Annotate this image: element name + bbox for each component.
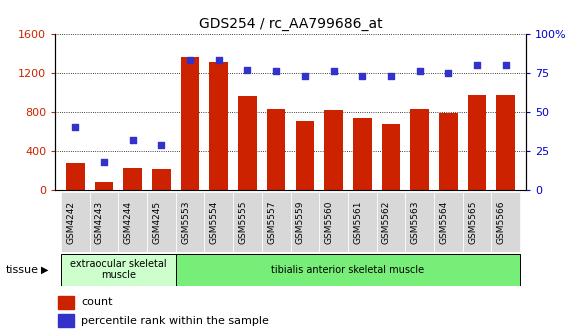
Bar [319, 192, 348, 252]
Bar [290, 192, 319, 252]
Point [357, 73, 367, 79]
Bar [353, 118, 372, 190]
Bar [61, 192, 89, 252]
Bar [119, 192, 147, 252]
Bar [181, 57, 199, 190]
Bar [267, 109, 285, 190]
Bar [496, 95, 515, 190]
Text: GSM5554: GSM5554 [210, 201, 219, 244]
Bar [324, 110, 343, 190]
Bar [175, 254, 520, 286]
Text: ▶: ▶ [41, 265, 48, 275]
Point [214, 57, 224, 63]
Title: GDS254 / rc_AA799686_at: GDS254 / rc_AA799686_at [199, 17, 382, 31]
Bar [89, 192, 119, 252]
Bar [468, 95, 486, 190]
Bar [152, 169, 171, 190]
Text: GSM5561: GSM5561 [353, 200, 362, 244]
Point [300, 73, 310, 79]
Point [472, 62, 482, 68]
Text: GSM5553: GSM5553 [181, 200, 190, 244]
Point [128, 137, 137, 142]
Text: tibialis anterior skeletal muscle: tibialis anterior skeletal muscle [271, 265, 425, 275]
Bar [376, 192, 406, 252]
Point [386, 73, 396, 79]
Bar [58, 314, 74, 327]
Bar [434, 192, 462, 252]
Bar [492, 192, 520, 252]
Text: GSM5565: GSM5565 [468, 200, 477, 244]
Bar [209, 62, 228, 190]
Bar [147, 192, 175, 252]
Text: GSM5560: GSM5560 [325, 200, 333, 244]
Text: count: count [81, 297, 113, 307]
Bar [61, 254, 175, 286]
Bar [238, 96, 257, 190]
Bar [233, 192, 262, 252]
Bar [58, 296, 74, 309]
Text: percentile rank within the sample: percentile rank within the sample [81, 316, 269, 326]
Bar [406, 192, 434, 252]
Text: tissue: tissue [6, 265, 39, 275]
Bar [462, 192, 492, 252]
Text: GSM5559: GSM5559 [296, 200, 305, 244]
Bar [262, 192, 290, 252]
Point [157, 142, 166, 147]
Text: GSM4242: GSM4242 [66, 201, 76, 244]
Text: GSM4245: GSM4245 [152, 201, 162, 244]
Text: GSM5564: GSM5564 [439, 201, 449, 244]
Point [99, 159, 109, 164]
Bar [175, 192, 205, 252]
Point [444, 70, 453, 75]
Bar [439, 113, 458, 190]
Text: GSM5566: GSM5566 [497, 200, 505, 244]
Text: GSM5557: GSM5557 [267, 200, 276, 244]
Point [71, 125, 80, 130]
Point [501, 62, 510, 68]
Bar [123, 168, 142, 190]
Bar [66, 164, 85, 190]
Point [271, 69, 281, 74]
Point [415, 69, 424, 74]
Bar [296, 122, 314, 190]
Point [329, 69, 338, 74]
Point [185, 57, 195, 63]
Bar [95, 182, 113, 190]
Text: GSM5555: GSM5555 [238, 200, 248, 244]
Bar [382, 124, 400, 190]
Text: GSM4244: GSM4244 [124, 201, 132, 244]
Text: extraocular skeletal
muscle: extraocular skeletal muscle [70, 259, 167, 281]
Bar [348, 192, 376, 252]
Bar [205, 192, 233, 252]
Text: GSM5563: GSM5563 [411, 200, 419, 244]
Text: GSM4243: GSM4243 [95, 201, 104, 244]
Point [243, 67, 252, 72]
Bar [410, 109, 429, 190]
Text: GSM5562: GSM5562 [382, 201, 391, 244]
